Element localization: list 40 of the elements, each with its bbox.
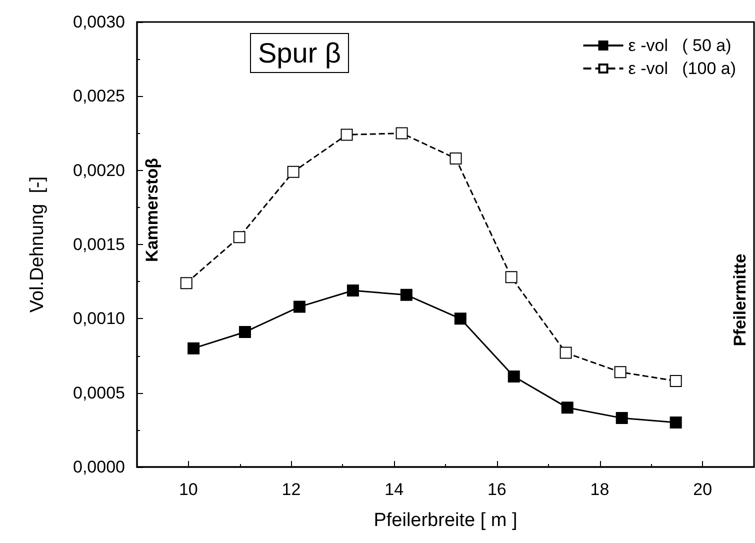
point xyxy=(346,284,359,296)
legend-label: ε -vol ( 50 a) xyxy=(628,36,732,55)
point xyxy=(293,300,306,313)
point xyxy=(614,366,626,378)
y-tick-label: 0,0000 xyxy=(73,458,125,476)
x-tick-label: 16 xyxy=(487,480,506,499)
y-tick-label: 0,0025 xyxy=(73,86,125,106)
point xyxy=(400,288,412,301)
point xyxy=(450,152,462,164)
y-tick-label: 0,0005 xyxy=(73,383,125,402)
x-tick-label: 14 xyxy=(384,480,404,499)
x-tick-label: 12 xyxy=(282,480,301,499)
text: Spur β xyxy=(258,38,342,68)
y-axis-title: Vol.Dehnung [-] xyxy=(27,176,48,313)
y-tick-label: 0,0010 xyxy=(73,309,125,328)
point xyxy=(287,166,300,178)
point xyxy=(180,277,192,290)
x-tick-label: 10 xyxy=(178,480,198,499)
point xyxy=(670,416,682,428)
point xyxy=(508,370,520,383)
y-tick-label: 0,0020 xyxy=(73,160,125,180)
point xyxy=(233,231,246,244)
x-axis-title: Pfeilerbreite [ m ] xyxy=(374,510,518,531)
legend-label: ε -vol (100 a) xyxy=(628,59,736,78)
y-tick-label: 0,0015 xyxy=(73,235,125,254)
annotation: Pfeilermitte xyxy=(730,254,750,346)
point xyxy=(238,326,251,338)
point xyxy=(560,346,572,359)
point xyxy=(505,271,518,284)
point xyxy=(188,342,200,354)
point xyxy=(340,128,353,141)
x-tick-label: 18 xyxy=(590,480,610,499)
point xyxy=(454,312,466,325)
y-tick-label: 0,0030 xyxy=(73,12,125,32)
point xyxy=(616,412,628,424)
point xyxy=(561,402,574,414)
point xyxy=(670,374,682,387)
point xyxy=(396,127,408,140)
annotation: Kammerstoβ xyxy=(142,158,162,262)
x-tick-label: 20 xyxy=(693,480,712,499)
